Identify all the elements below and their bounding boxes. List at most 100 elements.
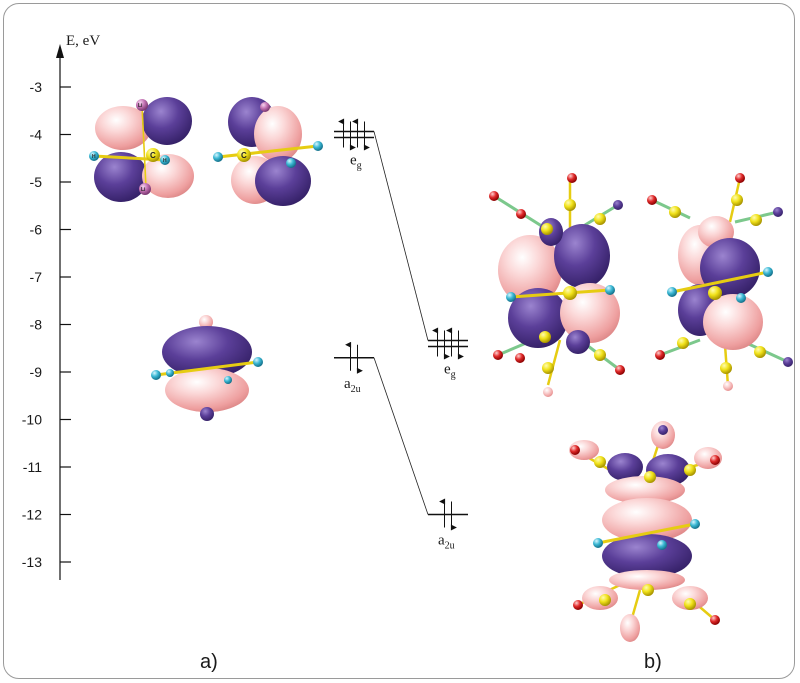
hydrogen-atom [736,293,746,303]
level-label-main: a [438,533,445,549]
oxygen-atom [493,350,503,360]
carbon-atom [750,214,762,226]
hydrogen-atom [166,369,174,377]
lithium-atom [139,183,151,195]
figure-frame [3,3,795,679]
level-label-sub: 2u [351,384,361,395]
hydrogen-atom [224,376,232,384]
orbital-lobe [554,224,610,288]
atom-label-li: Li [138,103,143,109]
tick-label: -12 [22,507,42,523]
lithium-atom [260,102,270,112]
oxygen-atom [613,200,623,210]
orbital-b-a2u [569,421,722,642]
level-label-sub: g [451,370,456,381]
hydrogen-atom [286,158,296,168]
orbital-lobe [602,534,692,578]
carbon-atom [720,362,732,374]
oxygen-atom [655,350,665,360]
level-a_a2u: a2u [334,341,374,395]
orbital-lobe [560,283,620,343]
oxygen-atom [570,445,580,455]
tick-label: -7 [30,269,43,285]
orbital-lobe [94,152,148,202]
carbon-atom [594,456,606,468]
orbital-b-eg-left [489,173,625,397]
orbital-lobe [703,294,763,350]
axis-ticks: -3 -4 -5 -6 -7 -8 -9 -10 -11 -12 -13 [22,79,71,570]
bond [510,288,611,299]
carbon-atom [669,206,681,218]
orbital-lobe [566,330,590,354]
oxygen-atom [567,173,577,183]
level-label: a2u [344,376,361,395]
carbon-atom [146,148,160,162]
panel-label-a: a) [200,651,218,673]
hydrogen-atom [593,538,603,548]
level-b_eg: eg [428,327,468,381]
level-label-main: e [444,362,451,378]
hydrogen-atom [763,267,773,277]
carbon-atom [542,362,554,374]
axis-arrow-icon [56,44,64,58]
oxygen-atom [615,365,625,375]
oxygen-atom [516,209,526,219]
bond [546,339,562,386]
oxygen-atom [710,455,720,465]
carbon-atom [594,349,606,361]
orbital-lobe [620,614,640,642]
orbital-lobe [142,154,194,198]
bond [217,144,319,159]
level-b_a2u: a2u [428,498,468,552]
oxygen-atom [573,600,583,610]
oxygen-atom [735,173,745,183]
orbital-lobe [602,498,692,542]
orbital-a-a2u [151,315,263,421]
oxygen-atom [515,353,525,363]
orbital-lobe [609,570,685,590]
orbital-lobe [165,368,249,412]
carbon-atom [754,346,766,358]
carbon-atom [644,471,656,483]
hydrogen-atom [690,519,700,529]
hydrogen-atom [667,287,677,297]
orbital-lobe [142,97,192,145]
carbon-atom [708,286,722,300]
bond [597,522,696,545]
orbital-a-eg-left: C H H Li Li [89,97,194,202]
bond [671,270,769,294]
carbon-atom [731,194,743,206]
oxygen-atom [710,615,720,625]
orbital-b-eg-right [647,173,793,391]
lithium-atom [136,99,148,111]
oxygen-atom [543,387,553,397]
hydrogen-atom [213,152,223,162]
oxygen-atom [647,195,657,205]
hydrogen-atom [313,141,323,151]
tick-label: -3 [30,79,43,95]
oxygen-atom [723,381,733,391]
bond [141,104,147,189]
atom-label-h: H [163,158,167,164]
correlation-line [373,131,429,341]
orbital-lobe [607,453,643,481]
level-label-main: e [350,153,357,169]
level-label: a2u [438,533,455,552]
panel-label-b: b) [644,651,662,673]
orbital-lobe [498,235,562,305]
hydrogen-atom [657,540,667,550]
orbital-lobe [605,476,685,504]
hydrogen-atom [160,155,170,165]
carbon-atom [642,584,654,596]
atom-label-li: Li [141,187,146,193]
carbon-atom [684,464,696,476]
oxygen-atom [773,207,783,217]
tick-label: -4 [30,127,43,143]
tick-label: -13 [22,554,42,570]
level-a_eg: eg [334,118,374,172]
level-label-sub: g [357,161,362,172]
orbital-lobe [200,407,214,421]
energy-axis: E, eV -3 -4 -5 -6 -7 -8 -9 -10 -11 -12 -13 [22,33,100,580]
hydrogen-atom [89,151,99,161]
